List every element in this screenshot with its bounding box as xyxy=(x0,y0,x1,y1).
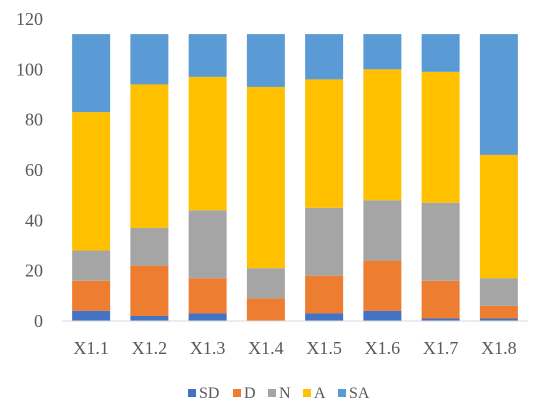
x-tick-label: X1.4 xyxy=(248,338,284,358)
bar-segment-sd-x1-8 xyxy=(479,318,518,321)
legend-label-d: D xyxy=(244,385,256,402)
y-tick-label: 120 xyxy=(16,9,43,29)
bar-segment-a-x1-6 xyxy=(363,69,402,201)
x-tick-label: X1.5 xyxy=(306,338,342,358)
x-tick-label: X1.7 xyxy=(423,338,459,358)
x-tick-label: X1.1 xyxy=(73,338,109,358)
bar-segment-n-x1-3 xyxy=(188,210,227,279)
x-tick-label: X1.3 xyxy=(190,338,226,358)
legend-label-n: N xyxy=(279,385,291,402)
x-tick-label: X1.2 xyxy=(132,338,168,358)
bar-segment-a-x1-3 xyxy=(188,76,227,211)
bar-segment-n-x1-1 xyxy=(72,250,111,281)
bar-segment-n-x1-6 xyxy=(363,200,402,261)
bar-segment-sa-x1-1 xyxy=(72,34,111,113)
bar-segment-sa-x1-5 xyxy=(305,34,344,80)
legend-swatch-d xyxy=(233,389,241,397)
bar-stacks xyxy=(72,34,518,321)
bar-segment-n-x1-5 xyxy=(305,207,344,276)
y-tick-label: 100 xyxy=(16,59,43,79)
bar-segment-n-x1-4 xyxy=(246,268,285,299)
bar-segment-sa-x1-3 xyxy=(188,34,227,77)
legend: SD D N A SA xyxy=(188,385,370,402)
bar-segment-sa-x1-2 xyxy=(130,34,169,85)
bar-segment-sd-x1-7 xyxy=(421,318,460,321)
bar-segment-d-x1-6 xyxy=(363,260,402,311)
y-tick-label: 0 xyxy=(34,311,43,331)
y-tick-label: 60 xyxy=(25,160,43,180)
bar-segment-a-x1-4 xyxy=(246,86,285,269)
bar-segment-d-x1-7 xyxy=(421,280,460,319)
legend-label-sa: SA xyxy=(349,385,370,402)
bar-segment-d-x1-2 xyxy=(130,265,169,316)
y-tick-label: 20 xyxy=(25,261,43,281)
bar-segment-sd-x1-1 xyxy=(72,310,111,321)
legend-swatch-a xyxy=(303,389,311,397)
bar-segment-sd-x1-5 xyxy=(305,313,344,321)
bar-segment-sd-x1-3 xyxy=(188,313,227,321)
x-tick-label: X1.6 xyxy=(365,338,401,358)
bar-segment-sa-x1-6 xyxy=(363,34,402,70)
bar-segment-d-x1-5 xyxy=(305,275,344,314)
bar-segment-d-x1-1 xyxy=(72,280,111,311)
bar-segment-a-x1-8 xyxy=(479,154,518,279)
bar-segment-a-x1-5 xyxy=(305,79,344,208)
legend-label-a: A xyxy=(314,385,326,402)
bar-segment-sa-x1-8 xyxy=(479,34,518,155)
bar-segment-sd-x1-6 xyxy=(363,310,402,321)
y-tick-label: 80 xyxy=(25,110,43,130)
bar-segment-d-x1-8 xyxy=(479,305,518,319)
bar-segment-a-x1-7 xyxy=(421,71,460,203)
y-tick-label: 40 xyxy=(25,210,43,230)
legend-label-sd: SD xyxy=(199,385,219,402)
bar-segment-a-x1-2 xyxy=(130,84,169,228)
y-axis-ticks: 0 20 40 60 80 100 120 xyxy=(16,9,43,331)
legend-swatch-sa xyxy=(338,389,346,397)
bar-segment-sd-x1-2 xyxy=(130,315,169,321)
bar-segment-sa-x1-7 xyxy=(421,34,460,72)
x-tick-label: X1.8 xyxy=(481,338,517,358)
bar-segment-sa-x1-4 xyxy=(246,34,285,87)
bar-segment-n-x1-8 xyxy=(479,278,518,306)
bar-segment-n-x1-2 xyxy=(130,227,169,266)
bar-segment-d-x1-4 xyxy=(246,298,285,321)
legend-swatch-n xyxy=(268,389,276,397)
bar-segment-d-x1-3 xyxy=(188,278,227,314)
bar-segment-n-x1-7 xyxy=(421,202,460,281)
x-axis-ticks: X1.1 X1.2 X1.3 X1.4 X1.5 X1.6 X1.7 X1.8 xyxy=(73,338,516,358)
bar-segment-a-x1-1 xyxy=(72,112,111,251)
legend-swatch-sd xyxy=(188,389,196,397)
